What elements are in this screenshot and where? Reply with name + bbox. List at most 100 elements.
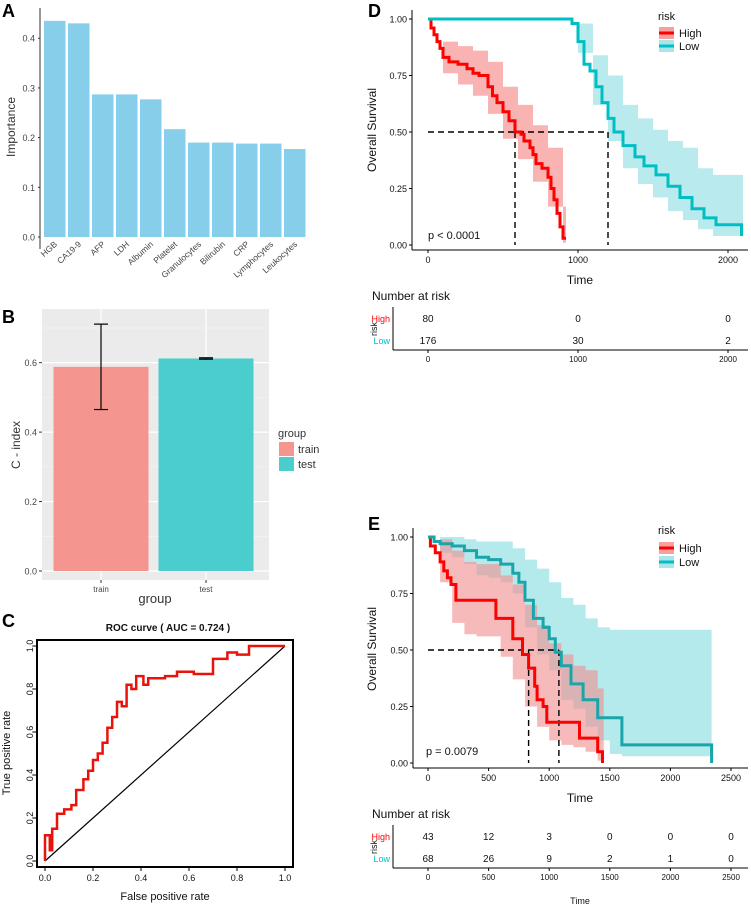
panel-e-risk-cell: 3 — [546, 832, 552, 843]
panel-e-ytick-label: 1.00 — [390, 533, 408, 543]
panel-d-xtick-label: 0 — [425, 255, 430, 265]
panel-d-risk-group-low: Low — [373, 336, 390, 346]
panel-e-high-confidence-band — [428, 537, 604, 763]
panel-d-risk-cell: 2 — [725, 336, 731, 347]
panel-e-xtick-label: 0 — [425, 773, 430, 783]
panel-d-ytick-label: 0.25 — [389, 184, 407, 194]
panel-a-xtick-label: HGB — [39, 239, 60, 259]
panel-a-xtick-label: Albumin — [126, 239, 156, 267]
panel-d-low-curve — [428, 17, 743, 236]
panel-d-xlabel: Time — [567, 273, 594, 287]
panel-d-risk-group-high: High — [371, 314, 390, 324]
panel-c-ytick-label: 0.2 — [25, 812, 35, 825]
panel-d-risk-cell: 30 — [572, 336, 584, 347]
panel-b-xtick-label: train — [93, 585, 109, 594]
panel-e-risk-cell: 0 — [728, 854, 734, 865]
panel-a-bar — [44, 20, 66, 237]
panel-b-legend-title: group — [278, 428, 306, 440]
panel-e-risk-xtick-label: 1500 — [601, 873, 619, 882]
panel-a-xtick-label: CA19-9 — [55, 239, 83, 266]
panel-c-ytick-label: 0.0 — [25, 855, 35, 868]
panel-b-xtick-label: test — [200, 585, 214, 594]
panel-e-risk-xtick-label: 2000 — [662, 873, 680, 882]
panel-d-legend-low: Low — [679, 41, 699, 53]
panel-a-bar — [188, 142, 210, 237]
panel-d-risk-table-ylabel: risk — [369, 322, 379, 336]
panel-b-bar — [158, 358, 254, 571]
panel-a-xtick-label: CRP — [231, 239, 251, 259]
panel-e-risk-cell: 2 — [607, 854, 613, 865]
panel-d-risk-xtick-label: 0 — [426, 355, 431, 364]
panel-e-xtick-label: 2000 — [660, 773, 680, 783]
panel-d-low-confidence-band — [428, 19, 743, 236]
panel-d-high-confidence-band — [428, 19, 566, 243]
panel-a-bar — [212, 142, 234, 237]
panel-d-risk-cell: 80 — [422, 314, 434, 325]
panel-e-risk-table-xlabel: Time — [570, 896, 590, 906]
panel-e-legend-low: Low — [679, 557, 699, 569]
panel-a-xtick-label: AFP — [88, 239, 107, 258]
panel-label-a: A — [2, 1, 15, 21]
panel-c-plot-box — [36, 639, 294, 868]
panel-e-low-curve — [428, 535, 714, 763]
panel-d-km-chart: 0.000.250.500.751.00 0 1000 2000 Overall S… — [365, 10, 748, 364]
panel-d-high-curve — [428, 17, 566, 240]
panel-e-ytick-label: 0.00 — [390, 759, 408, 769]
panel-a-bar — [260, 143, 282, 237]
panel-d-risk-table-title: Number at risk — [372, 289, 451, 303]
panel-e-risk-cell: 9 — [546, 854, 552, 865]
panel-a-ytick-label: 0.0 — [22, 233, 35, 243]
panel-a-ytick-label: 0.1 — [22, 183, 35, 193]
panel-e-risk-cell: 12 — [483, 832, 495, 843]
panel-c-xtick-label: 0.4 — [135, 873, 148, 883]
panel-d-ytick-label: 1.00 — [389, 15, 407, 25]
panel-d-legend-title: risk — [658, 11, 676, 23]
panel-d-ylabel: Overall Survival — [365, 88, 379, 172]
panel-c-xtick-label: 0.6 — [183, 873, 196, 883]
panel-b-legend-test: test — [298, 459, 316, 471]
panel-e-xlabel: Time — [567, 791, 594, 805]
panel-a-bar — [92, 94, 114, 237]
panel-d-ytick-label: 0.75 — [389, 71, 407, 81]
panel-e-risk-cell: 0 — [728, 832, 734, 843]
panel-c-xtick-label: 0.0 — [39, 873, 52, 883]
panel-a-bar — [164, 129, 186, 237]
panel-b-legend: group train test — [278, 428, 319, 471]
panel-b-ytick-label: 0.4 — [24, 428, 37, 438]
panel-e-risk-cell: 68 — [422, 854, 434, 865]
panel-d-legend-high: High — [679, 28, 702, 40]
panel-e-risk-xtick-label: 500 — [482, 873, 496, 882]
panel-c-ylabel: True positive rate — [1, 711, 13, 796]
panel-label-b: B — [2, 307, 15, 327]
panel-d-xtick-label: 2000 — [718, 255, 738, 265]
panel-e-risk-cell: 0 — [607, 832, 613, 843]
panel-b-xlabel: group — [138, 591, 171, 606]
panel-d-risk-cell: 0 — [575, 314, 581, 325]
panel-e-pvalue: p = 0.0079 — [426, 746, 478, 758]
panel-c-roc-line — [43, 644, 285, 861]
panel-label-c: C — [2, 611, 15, 631]
panel-b-legend-train: train — [298, 444, 319, 456]
panel-e-risk-cell: 43 — [422, 832, 434, 843]
panel-d-risk-xtick-label: 1000 — [569, 355, 587, 364]
panel-e-ytick-label: 0.75 — [390, 589, 408, 599]
panel-e-legend: risk High Low — [658, 525, 702, 569]
panel-a-bar — [284, 149, 306, 237]
panel-e-risk-group-low: Low — [373, 854, 390, 864]
panel-b-cindex-chart: 0.0 0.2 0.4 0.6 train test C - index group g… — [9, 309, 319, 606]
panel-a-ylabel: Importance — [4, 97, 18, 157]
panel-e-risk-group-high: High — [371, 832, 390, 842]
panel-d-risk-xtick-label: 2000 — [719, 355, 737, 364]
panel-e-xtick-label: 1000 — [539, 773, 559, 783]
panel-label-d: D — [368, 1, 381, 21]
panel-c-diagonal — [44, 645, 286, 862]
panel-d-ytick-label: 0.50 — [389, 128, 407, 138]
panel-label-e: E — [368, 514, 380, 534]
panel-e-risk-xtick-label: 1000 — [540, 873, 558, 882]
panel-c-xtick-label: 0.2 — [87, 873, 100, 883]
panel-b-ytick-label: 0.0 — [24, 567, 37, 577]
panel-a-ytick-label: 0.3 — [22, 83, 35, 93]
panel-e-low-confidence-band — [428, 537, 712, 757]
panel-a-xtick-label: Bilirubin — [198, 239, 227, 267]
panel-e-ytick-label: 0.50 — [390, 646, 408, 656]
